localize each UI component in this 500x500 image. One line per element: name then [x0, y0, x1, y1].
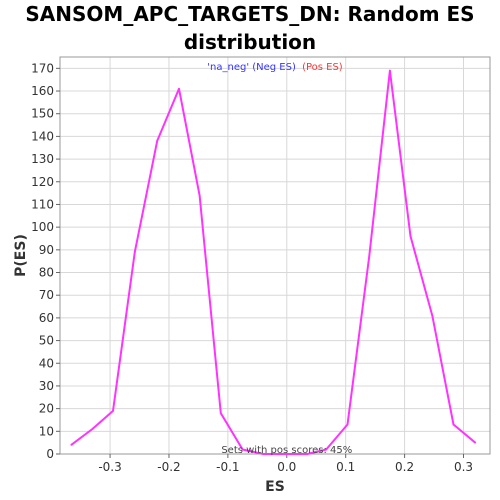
y-tick-label: 130 [31, 152, 54, 166]
data-point [285, 453, 288, 455]
data-point [452, 423, 455, 426]
chart-title-line-1: SANSOM_APC_TARGETS_DN: Random ES [25, 2, 475, 26]
data-point [262, 453, 265, 455]
data-point [198, 194, 201, 197]
data-point [220, 412, 222, 414]
data-point [241, 448, 244, 451]
y-tick-label: 140 [31, 129, 54, 143]
x-tick-label: -0.2 [157, 460, 180, 474]
y-tick-label: 40 [39, 356, 54, 370]
y-tick-label: 20 [39, 402, 54, 416]
chart-title-line-2: distribution [183, 30, 317, 54]
y-tick-label: 0 [46, 447, 54, 461]
data-point [368, 255, 371, 258]
annotation-pos-scores: Sets with pos scores: 45% [221, 445, 352, 456]
y-tick-label: 90 [39, 243, 54, 257]
y-tick-label: 160 [31, 84, 54, 98]
legend-entry-pos: (Pos ES) [302, 62, 343, 73]
data-point [134, 251, 136, 253]
data-point [325, 448, 328, 451]
y-tick-label: 150 [31, 107, 54, 121]
series-group [70, 69, 477, 455]
y-tick-label: 110 [31, 197, 54, 211]
x-tick-label: -0.3 [98, 460, 121, 474]
y-tick-label: 50 [39, 334, 54, 348]
data-point [431, 314, 434, 317]
y-tick-label: 80 [39, 266, 54, 280]
data-point [70, 444, 72, 446]
data-point [306, 453, 309, 455]
y-axis-title: P(ES) [13, 234, 29, 277]
x-axis-title: ES [265, 479, 285, 495]
data-point [112, 410, 114, 412]
data-point [346, 423, 349, 426]
data-point [91, 428, 94, 430]
y-tick-label: 120 [31, 175, 54, 189]
y-tick-label: 60 [39, 311, 54, 325]
x-tick-label: 0.2 [395, 460, 414, 474]
legend-entry-neg: 'na_neg' (Neg ES) [207, 62, 296, 73]
y-axis: 0 10 20 30 40 50 60 70 80 90 100 110 120 130 140 150 160… [31, 61, 60, 461]
x-tick-label: 0.1 [336, 460, 355, 474]
data-point [156, 140, 158, 142]
y-tick-label: 170 [31, 61, 54, 75]
grid-lines [60, 57, 490, 455]
x-tick-label: 0.3 [454, 460, 473, 474]
data-point [389, 69, 391, 72]
y-tick-label: 30 [39, 379, 54, 393]
data-point [409, 235, 412, 238]
series-line-0 [70, 69, 476, 455]
y-tick-label: 70 [39, 288, 54, 302]
data-point [474, 441, 477, 444]
plot-area [59, 56, 491, 455]
chart-title: SANSOM_APC_TARGETS_DN: Random ES distrib… [0, 0, 500, 56]
x-axis: -0.3 -0.2 -0.1 0.0 0.1 0.2 0.3 [98, 454, 473, 474]
x-tick-label: 0.0 [277, 460, 296, 474]
y-tick-label: 100 [31, 220, 54, 234]
x-tick-label: -0.1 [216, 460, 239, 474]
legend: 'na_neg' (Neg ES) (Pos ES) [207, 62, 343, 73]
y-tick-label: 10 [39, 424, 54, 438]
data-point [178, 87, 180, 90]
